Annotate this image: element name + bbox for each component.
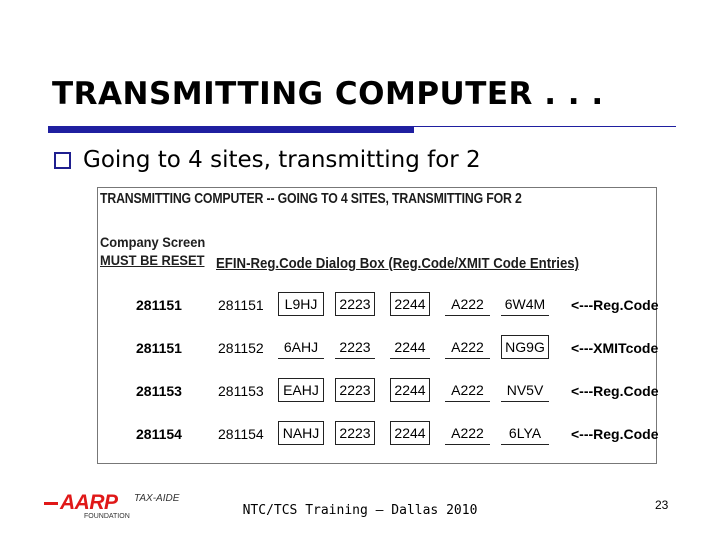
row-code-label: <---XMITcode [571, 340, 659, 356]
code-field-3[interactable]: 2244 [390, 335, 430, 359]
title-rule-thin [414, 126, 676, 127]
code-field-3[interactable]: 2244 [390, 378, 430, 402]
table-row: 281154 281154 NAHJ 2223 2244 A222 6LYA <… [98, 421, 659, 449]
code-field-5[interactable]: 6LYA [501, 421, 549, 445]
code-field-3[interactable]: 2244 [390, 292, 430, 316]
taxaide-logo-text: TAX-AIDE [134, 493, 180, 504]
company-efin: 281153 [136, 383, 182, 399]
code-field-5[interactable]: NV5V [501, 378, 549, 402]
code-field-4[interactable]: A222 [445, 335, 490, 359]
code-field-2[interactable]: 2223 [335, 292, 375, 316]
code-field-1[interactable]: L9HJ [278, 292, 324, 316]
code-field-5[interactable]: NG9G [501, 335, 549, 359]
efin: 281152 [218, 340, 264, 356]
efin: 281153 [218, 383, 264, 399]
code-field-4[interactable]: A222 [445, 378, 490, 402]
slide-title: TRANSMITTING COMPUTER . . . [52, 76, 604, 112]
row-code-label: <---Reg.Code [571, 426, 659, 442]
company-screen-label: Company Screen [100, 234, 206, 250]
code-field-5[interactable]: 6W4M [501, 292, 549, 316]
company-efin: 281151 [136, 297, 182, 313]
code-field-1[interactable]: EAHJ [278, 378, 324, 402]
code-field-4[interactable]: A222 [445, 292, 490, 316]
company-screen-note: Company Screen MUST BE RESET [100, 233, 205, 269]
page-number: 23 [655, 498, 669, 512]
swoosh-icon [44, 501, 58, 505]
screenshot-panel: TRANSMITTING COMPUTER -- GOING TO 4 SITE… [97, 187, 659, 464]
code-field-3[interactable]: 2244 [390, 421, 430, 445]
logo-text: AARP [60, 491, 118, 514]
bullet-item: Going to 4 sites, transmitting for 2 [54, 147, 481, 173]
title-rule-thick [48, 126, 414, 133]
code-field-4[interactable]: A222 [445, 421, 490, 445]
square-bullet-icon [54, 151, 71, 169]
efin: 281151 [218, 297, 264, 313]
bullet-text: Going to 4 sites, transmitting for 2 [83, 147, 481, 173]
logo-subtext: FOUNDATION [84, 513, 130, 520]
panel-title: TRANSMITTING COMPUTER -- GOING TO 4 SITE… [100, 190, 522, 207]
company-efin: 281154 [136, 426, 182, 442]
code-field-1[interactable]: NAHJ [278, 421, 324, 445]
code-field-2[interactable]: 2223 [335, 421, 375, 445]
must-be-reset-label: MUST BE RESET [100, 252, 205, 268]
aarp-foundation-logo: AARP FOUNDATION [44, 492, 130, 520]
code-field-1[interactable]: 6AHJ [278, 335, 324, 359]
row-code-label: <---Reg.Code [571, 297, 659, 313]
code-field-2[interactable]: 2223 [335, 378, 375, 402]
table-row: 281151 281152 6AHJ 2223 2244 A222 NG9G <… [98, 335, 658, 363]
company-efin: 281151 [136, 340, 182, 356]
dialog-heading: EFIN-Reg.Code Dialog Box (Reg.Code/XMIT … [216, 255, 580, 272]
efin: 281154 [218, 426, 264, 442]
code-field-2[interactable]: 2223 [335, 335, 375, 359]
table-row: 281151 281151 L9HJ 2223 2244 A222 6W4M <… [98, 292, 659, 320]
table-row: 281153 281153 EAHJ 2223 2244 A222 NV5V <… [98, 378, 659, 406]
footer-text: NTC/TCS Training – Dallas 2010 [242, 503, 478, 518]
row-code-label: <---Reg.Code [571, 383, 659, 399]
